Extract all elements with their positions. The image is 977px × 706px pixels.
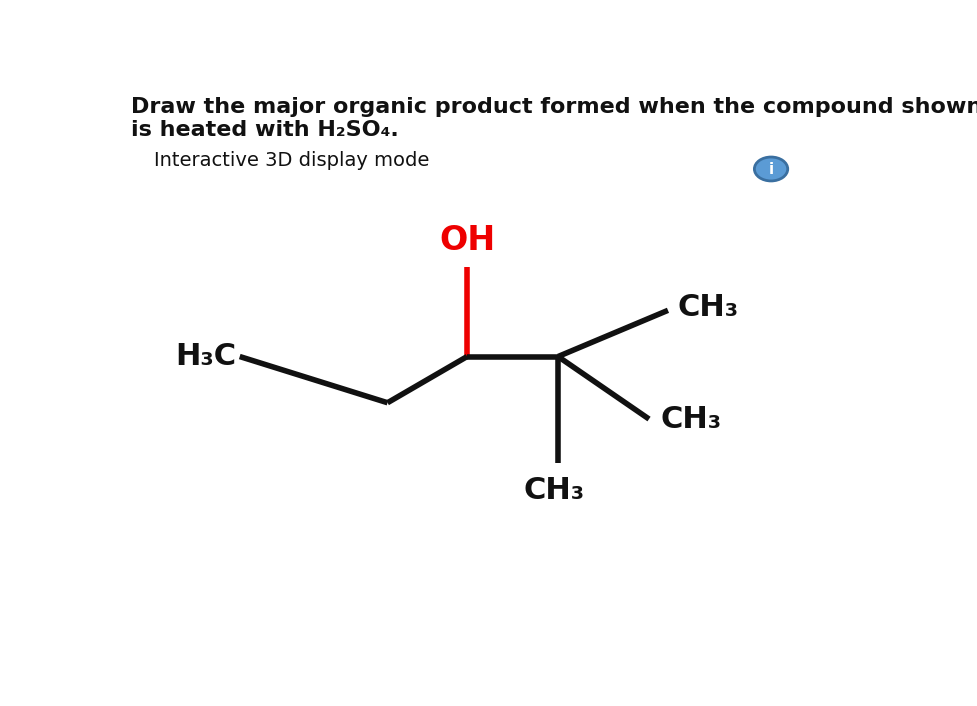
Text: H₃C: H₃C: [175, 342, 235, 371]
Text: CH₃: CH₃: [659, 405, 721, 433]
Circle shape: [753, 157, 786, 181]
Text: i: i: [768, 162, 773, 177]
Text: Draw the major organic product formed when the compound shown below: Draw the major organic product formed wh…: [131, 97, 977, 116]
Text: OH: OH: [439, 224, 494, 257]
Text: is heated with H₂SO₄.: is heated with H₂SO₄.: [131, 119, 399, 140]
Text: Interactive 3D display mode: Interactive 3D display mode: [154, 151, 429, 170]
Text: CH₃: CH₃: [676, 293, 738, 322]
Text: CH₃: CH₃: [524, 476, 584, 505]
